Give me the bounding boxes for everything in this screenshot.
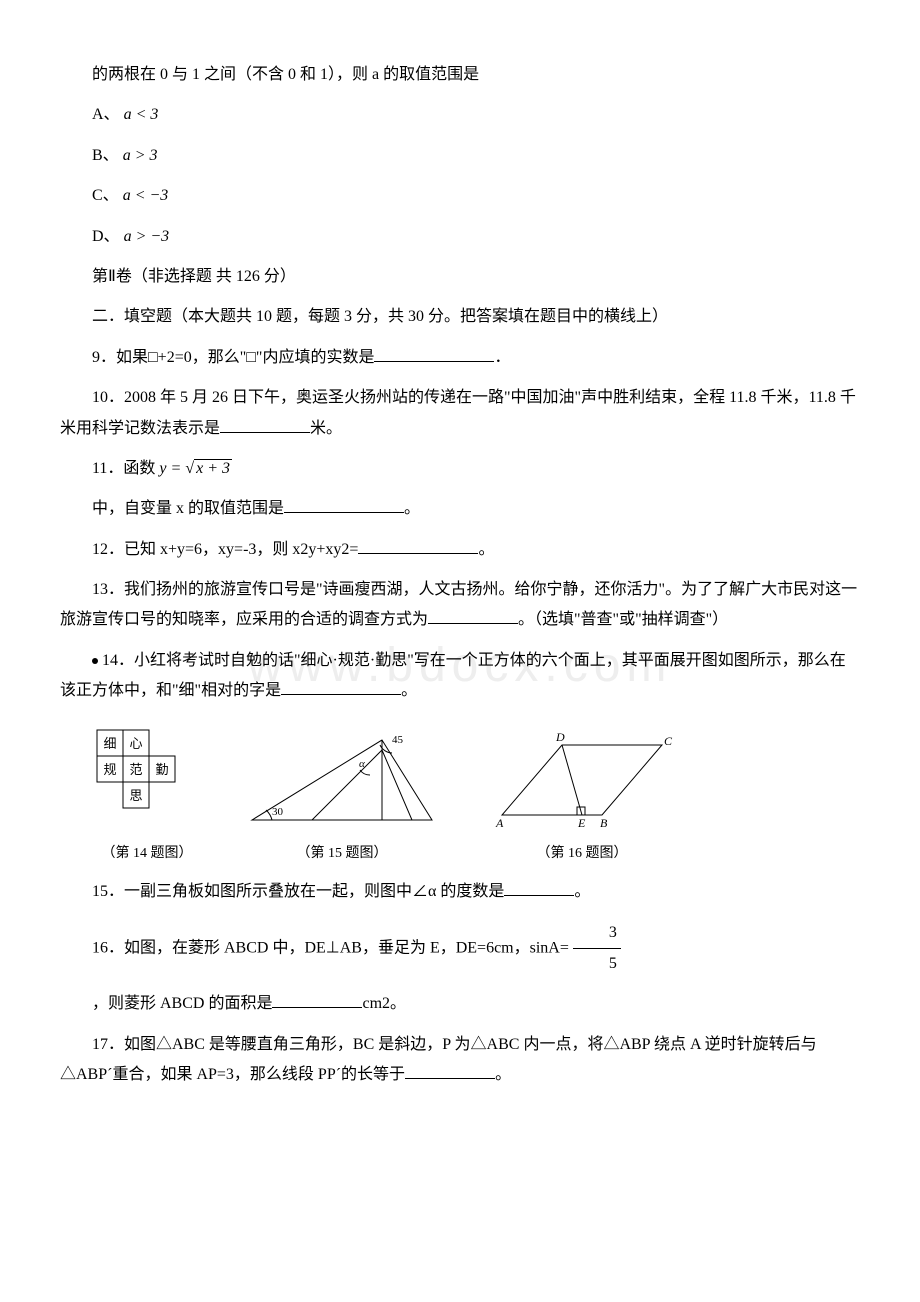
blank (272, 991, 362, 1008)
opt-label: B、 (92, 147, 119, 164)
q9-text-a: 9．如果□+2=0，那么"□"内应填的实数是 (92, 349, 374, 366)
opt-label: C、 (92, 187, 119, 204)
fig14-caption: （第 14 题图） (92, 841, 202, 868)
opt-math: a > 3 (123, 147, 158, 164)
fig16-svg: A B C D E (482, 725, 682, 835)
q10-text-b: 米。 (310, 420, 342, 437)
q8-option-b: B、 a > 3 (60, 141, 860, 171)
q11-line1: 11．函数 y = √x + 3 (60, 454, 860, 484)
angle-45: 45 (392, 734, 404, 746)
q17: 17．如图△ABC 是等腰直角三角形，BC 是斜边，P 为△ABC 内一点，将△… (60, 1030, 860, 1091)
q15-text-b: 。 (574, 883, 590, 900)
opt-math: a > −3 (124, 228, 170, 245)
q9-text-b: ． (494, 349, 510, 366)
part2-header: 第Ⅱ卷（非选择题 共 126 分） (60, 262, 860, 292)
figure-14: 细 心 规 范 勤 思 （第 14 题图） (92, 725, 202, 868)
fig16-caption: （第 16 题图） (482, 841, 682, 868)
angle-30: 30 (272, 806, 284, 818)
q13-text-b: 。（选填"普查"或"抽样调查"） (518, 611, 728, 628)
cell: 勤 (155, 762, 168, 777)
opt-label: A、 (92, 106, 120, 123)
q10-text-a: 10．2008 年 5 月 26 日下午，奥运圣火扬州站的传递在一路"中国加油"… (60, 389, 856, 436)
angle-alpha: α (359, 758, 365, 770)
figure-15: 45 30 α （第 15 题图） (242, 725, 442, 868)
blank (220, 416, 310, 433)
cell: 细 (103, 736, 116, 751)
cell: 心 (129, 736, 142, 751)
blank (358, 537, 478, 554)
q8-stem: 的两根在 0 与 1 之间（不含 0 和 1），则 a 的取值范围是 (60, 60, 860, 90)
q12-text-a: 12．已知 x+y=6，xy=-3，则 x2y+xy2= (92, 541, 358, 558)
q15: 15．一副三角板如图所示叠放在一起，则图中∠α 的度数是 。 (60, 877, 860, 907)
q12: 12．已知 x+y=6，xy=-3，则 x2y+xy2= 。 (60, 535, 860, 565)
q16-text-a: 16．如图，在菱形 ABCD 中，DE⊥AB，垂足为 E，DE=6cm，sinA… (92, 939, 569, 956)
lbl-B: B (600, 816, 608, 830)
frac-den: 5 (573, 949, 621, 979)
blank (284, 496, 404, 513)
q16-l2-a: ，则菱形 ABCD 的面积是 (92, 995, 272, 1012)
blank (428, 607, 518, 624)
figure-16: A B C D E （第 16 题图） (482, 725, 682, 868)
blank (281, 678, 401, 695)
cell: 范 (129, 762, 142, 777)
opt-label: D、 (92, 228, 120, 245)
fig15-caption: （第 15 题图） (242, 841, 442, 868)
q11-y: y = (159, 460, 185, 477)
q17-text-b: 。 (495, 1066, 511, 1083)
q11-l2-a: 中，自变量 x 的取值范围是 (92, 500, 284, 517)
fraction: 3 5 (573, 918, 621, 980)
q11-line2: 中，自变量 x 的取值范围是 。 (60, 494, 860, 524)
q9: 9．如果□+2=0，那么"□"内应填的实数是 ． (60, 343, 860, 373)
q14: 14．小红将考试时自勉的话"细心·规范·勤思"写在一个正方体的六个面上，其平面展… (60, 646, 860, 707)
q15-text-a: 15．一副三角板如图所示叠放在一起，则图中∠α 的度数是 (92, 883, 504, 900)
bullet-icon (92, 658, 98, 664)
q13: 13．我们扬州的旅游宣传口号是"诗画瘦西湖，人文古扬州。给你宁静，还你活力"。为… (60, 575, 860, 636)
q8-option-c: C、 a < −3 (60, 181, 860, 211)
lbl-C: C (664, 734, 673, 748)
q12-text-b: 。 (478, 541, 494, 558)
q8-option-d: D、 a > −3 (60, 222, 860, 252)
figures-row: 细 心 规 范 勤 思 （第 14 题图） 45 30 α (92, 725, 860, 868)
q11-text-a: 11．函数 (92, 460, 155, 477)
fig15-svg: 45 30 α (242, 725, 442, 835)
section2-header: 二．填空题（本大题共 10 题，每题 3 分，共 30 分。把答案填在题目中的横… (60, 302, 860, 332)
opt-math: a < 3 (124, 106, 159, 123)
q11-l2-b: 。 (404, 500, 420, 517)
cell: 规 (103, 762, 116, 777)
q8-option-a: A、 a < 3 (60, 100, 860, 130)
lbl-A: A (495, 816, 504, 830)
blank (405, 1062, 495, 1079)
radical-icon: √ (185, 460, 194, 477)
blank (374, 345, 494, 362)
q16-line1: 16．如图，在菱形 ABCD 中，DE⊥AB，垂足为 E，DE=6cm，sinA… (60, 918, 860, 980)
q11-sqrt: x + 3 (194, 459, 232, 477)
q10: 10．2008 年 5 月 26 日下午，奥运圣火扬州站的传递在一路"中国加油"… (60, 383, 860, 444)
blank (504, 879, 574, 896)
cell: 思 (129, 788, 142, 803)
opt-math: a < −3 (123, 187, 169, 204)
q14-text-b: 。 (401, 682, 417, 699)
q14-text-a: 14．小红将考试时自勉的话"细心·规范·勤思"写在一个正方体的六个面上，其平面展… (60, 652, 846, 699)
q16-l2-b: cm2。 (362, 995, 406, 1012)
lbl-D: D (555, 730, 565, 744)
lbl-E: E (577, 816, 586, 830)
fig14-svg: 细 心 规 范 勤 思 (92, 725, 202, 835)
frac-num: 3 (573, 918, 621, 949)
q16-line2: ，则菱形 ABCD 的面积是 cm2。 (60, 989, 860, 1019)
